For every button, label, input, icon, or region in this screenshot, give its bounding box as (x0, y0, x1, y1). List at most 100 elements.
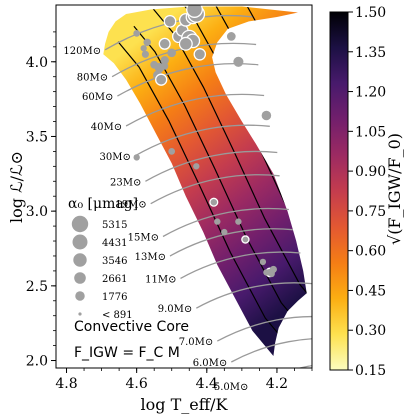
star-point (163, 15, 177, 28)
star-point (226, 32, 236, 41)
legend-label: < 891 (102, 310, 133, 321)
x-axis-label: log T_eff/K (141, 395, 229, 414)
colorbar-label: √(F_IGW/F_0) (385, 133, 404, 245)
evolution-track (150, 174, 280, 205)
star-point (193, 163, 200, 170)
x-tick-label: 4.8 (55, 376, 77, 392)
contour-line (133, 25, 303, 329)
y-axis-label: log ℒ/ℒ⊙ (7, 151, 26, 223)
legend-marker (71, 215, 89, 233)
colorbar-tick-label: 1.05 (355, 124, 386, 140)
axes-frame (55, 4, 313, 369)
colorbar-tick-label: 0.45 (355, 283, 386, 299)
mass-label: 11M⊙ (145, 274, 176, 285)
evolution-track (117, 63, 259, 97)
y-tick-label: 4.0 (26, 55, 48, 71)
colorbar-tick-label: 0.90 (355, 164, 386, 180)
legend: α₀ [μmag] 5315 4431 3546 2661 1776 < 891 (68, 196, 138, 321)
evolution-track (169, 228, 293, 257)
star-point (155, 73, 168, 86)
evolution-track (162, 207, 289, 238)
legend-label: 1776 (102, 292, 127, 303)
legend-label: 5315 (102, 220, 127, 231)
colorbar: 0.15 0.30 0.45 0.60 0.75 0.90 1.05 1.20 1.35 1.50… (329, 5, 404, 379)
mass-label: 9.0M⊙ (158, 304, 193, 315)
y-tick-label: 3.5 (26, 129, 48, 145)
mass-labels: 120M⊙ 80M⊙ 60M⊙ 40M⊙ 30M⊙ 23M⊙ 19M⊙ 15M⊙ 13M⊙ 11M… (63, 46, 248, 393)
star-point (235, 218, 242, 225)
star-point (178, 36, 193, 51)
legend-label: 4431 (102, 238, 127, 249)
star-point (160, 56, 169, 65)
star-point (140, 45, 147, 52)
star-point (133, 30, 141, 37)
mass-label: 15M⊙ (128, 233, 159, 244)
legend-title: α₀ [μmag] (68, 196, 138, 212)
colorbar-tick-label: 1.20 (355, 85, 386, 101)
mass-label: 23M⊙ (110, 177, 141, 188)
mass-label: 6.0M⊙ (193, 358, 228, 369)
star-point (209, 197, 219, 207)
star-point (167, 48, 177, 58)
legend-label: 2661 (102, 274, 127, 285)
mass-label: 120M⊙ (63, 46, 101, 57)
mass-label: 40M⊙ (91, 122, 122, 133)
x-tick-label: 4.4 (196, 376, 218, 392)
evolution-track (134, 124, 270, 157)
evolution-track (297, 364, 312, 368)
colorbar-tick-label: 0.60 (355, 244, 386, 260)
legend-marker (73, 253, 87, 267)
evolution-track (216, 315, 312, 342)
star-point (263, 269, 270, 276)
star-point (214, 218, 221, 225)
star-points (133, 5, 277, 278)
evolution-track (195, 282, 312, 309)
x-axis: 4.8 4.6 4.4 4.2 (55, 368, 313, 392)
evolution-track (125, 93, 265, 127)
mass-label: 13M⊙ (135, 252, 166, 263)
colorbar-tick-label: 1.35 (355, 45, 386, 61)
star-point (259, 258, 267, 266)
star-point (241, 235, 250, 244)
plot-area (103, 5, 312, 368)
colorbar-tick-label: 0.75 (355, 204, 386, 220)
colorbar-gradient (329, 11, 349, 371)
colorbar-tick-label: 1.50 (355, 5, 386, 21)
y-tick-label: 3.0 (26, 204, 48, 220)
evolution-tracks (104, 14, 312, 368)
star-point (133, 154, 140, 161)
mass-label: 80M⊙ (77, 73, 108, 84)
star-point (233, 56, 244, 67)
mass-label: 7.0M⊙ (179, 337, 214, 348)
colorbar-tick-label: 0.15 (355, 363, 386, 379)
evolution-track (230, 338, 312, 363)
y-tick-label: 2.0 (26, 354, 48, 370)
legend-marker (72, 234, 88, 250)
star-point (268, 270, 275, 278)
colorbar-tick-label: 0.30 (355, 323, 386, 339)
star-point (161, 62, 169, 70)
annotation-flux-formula: F_IGW = F_C M (74, 345, 180, 361)
legend-marker (74, 272, 86, 284)
mass-label: 19M⊙ (115, 200, 146, 211)
star-point (143, 38, 151, 47)
star-point (261, 110, 272, 121)
x-tick-label: 4.6 (126, 376, 148, 392)
star-point (158, 37, 171, 50)
legend-marker (78, 312, 82, 316)
evolution-track (180, 251, 301, 279)
annotation-convective-core: Convective Core (74, 319, 189, 335)
star-point (141, 50, 149, 58)
legend-label: 3546 (102, 256, 127, 267)
mass-label: 5.0M⊙ (214, 382, 249, 393)
star-point (193, 48, 207, 61)
mass-label: 30M⊙ (100, 152, 131, 163)
star-point (168, 148, 176, 155)
y-axis: 2.0 2.5 3.0 3.5 4.0 (26, 31, 56, 370)
y-tick-label: 2.5 (26, 279, 48, 295)
legend-marker (75, 291, 85, 301)
star-point (221, 228, 228, 236)
star-point (186, 5, 203, 18)
